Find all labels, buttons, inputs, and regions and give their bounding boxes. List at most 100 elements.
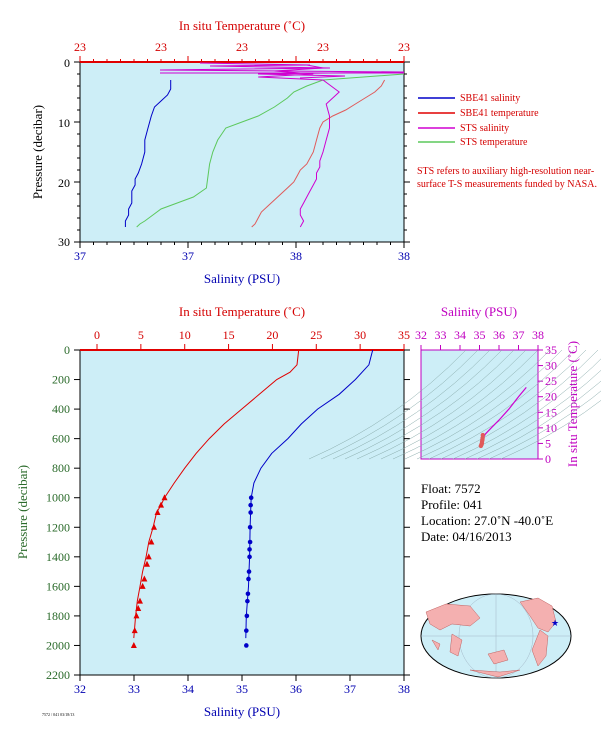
density-contour [356, 349, 515, 460]
main-plot-x-label: Salinity (PSU) [204, 704, 280, 719]
density-contour [308, 349, 467, 460]
main-x-tick: 38 [398, 682, 410, 696]
top-plot-x-tick: 37 [74, 249, 86, 263]
date: Date: 04/16/2013 [421, 529, 512, 544]
sts_temperature-line [136, 73, 405, 228]
ts-x-tick: 33 [435, 328, 447, 342]
main-x-tick: 32 [74, 682, 86, 696]
legend-sbe-temperature: SBE41 temperature [460, 108, 539, 119]
temperature-marker [158, 501, 165, 508]
density-contour [500, 400, 601, 460]
salinity-marker [248, 502, 253, 508]
temperature-marker [135, 605, 142, 612]
density-contour [416, 349, 575, 460]
main-y-tick: 600 [52, 432, 70, 446]
main-y-tick: 1600 [46, 579, 70, 593]
density-contour [332, 349, 491, 460]
legend-sts-temperature: STS temperature [460, 137, 528, 148]
main-x-tick: 34 [182, 682, 194, 696]
density-contour [440, 349, 599, 460]
main-x-tick: 35 [236, 682, 248, 696]
ts-top-axis-label: Salinity (PSU) [441, 304, 517, 319]
salinity-marker [247, 554, 252, 560]
salinity-marker [246, 576, 251, 582]
ts-y-tick: 5 [545, 436, 551, 450]
top-plot-top-tick: 23 [155, 40, 167, 54]
density-contour [476, 380, 601, 460]
sts_salinity-line [258, 64, 340, 228]
top-plot-y-label: Pressure (decibar) [30, 105, 45, 199]
temperature-marker [161, 494, 168, 501]
float-info: Float: 7572 Profile: 041 Location: 27.0˚… [421, 481, 553, 545]
salinity-marker [245, 598, 250, 604]
density-contour [488, 390, 601, 460]
top-plot-x-label: Salinity (PSU) [204, 271, 280, 286]
top-plot-x-ticks: 37 37 38 38 [74, 249, 410, 263]
main-top-tick: 25 [310, 328, 322, 342]
top-plot-series [124, 64, 405, 228]
main-y-tick: 2200 [46, 668, 70, 682]
sts-salinity-surface-spikes [159, 62, 405, 79]
location: Location: 27.0˚N -40.0˚E [421, 513, 554, 528]
main-top-tick: 35 [398, 328, 410, 342]
sbe_salinity-line [124, 80, 172, 227]
density-contour [452, 358, 601, 460]
top-plot-x-tick: 37 [182, 249, 194, 263]
sts-salinity-spikes [159, 62, 405, 79]
ts-x-tick: 35 [474, 328, 486, 342]
density-contour [320, 349, 479, 460]
legend-sbe-salinity: SBE41 salinity [460, 93, 520, 104]
main-plot-x-ticks: 32 33 34 35 36 37 38 [74, 675, 410, 696]
main-top-tick: 0 [94, 328, 100, 342]
salinity-marker [247, 524, 253, 530]
main-y-tick: 1200 [46, 520, 70, 534]
top-plot-top-tick: 23 [74, 40, 86, 54]
top-plot-y-tick: 30 [58, 235, 70, 249]
main-y-tick: 200 [52, 373, 70, 387]
main-top-tick: 15 [223, 328, 235, 342]
salinity-marker [244, 643, 249, 648]
profile-number: Profile: 041 [421, 497, 483, 512]
ts-x-tick: 32 [415, 328, 427, 342]
main-top-tick: 30 [354, 328, 366, 342]
sts_salinity_profile-line [251, 79, 386, 228]
full-profile-panel: In situ Temperature (˚C) 0 5 10 15 20 25 30 35 … [15, 304, 410, 719]
ts-x-tick: 34 [454, 328, 466, 342]
density-contours [308, 349, 601, 460]
legend: SBE41 salinity SBE41 temperature STS sal… [418, 93, 539, 148]
top-plot-top-tick: 23 [398, 40, 410, 54]
top-plot-x-tick: 38 [398, 249, 410, 263]
map-continents [425, 597, 557, 678]
salinity-marker [246, 569, 252, 574]
main-plot-y-label: Pressure (decibar) [15, 465, 30, 559]
salinity-marker [244, 613, 250, 619]
density-contour [464, 370, 601, 460]
main-plot-series [130, 349, 374, 648]
ts-x-ticks: 32 33 34 35 36 37 38 [415, 328, 544, 350]
sts-note: STS refers to auxiliary high-resolution … [417, 166, 597, 190]
ts-y-tick: 25 [545, 374, 557, 388]
top-plot-y-tick: 10 [58, 116, 70, 130]
top-plot-top-ticks: 23 23 23 23 23 [74, 40, 410, 54]
footer: 7572 / 041 03/18/13 [42, 712, 75, 717]
main-y-tick: 400 [52, 402, 70, 416]
ts-y-tick: 10 [545, 421, 557, 435]
temperature-marker [145, 553, 152, 560]
ts-y-tick: 35 [545, 343, 557, 357]
top-plot-y-tick: 0 [64, 56, 70, 70]
salinity-marker [245, 591, 251, 597]
salinity-marker [247, 539, 253, 545]
main-plot-y-ticks: 0 200 400 600 800 1000 1200 1400 1600 1800 2000 220… [46, 343, 410, 682]
density-contour [380, 349, 539, 460]
temperature-marker [143, 560, 150, 567]
salinity-marker [248, 510, 253, 515]
ts-x-tick: 36 [493, 328, 505, 342]
world-map: ★ [420, 593, 572, 679]
main-y-tick: 1400 [46, 550, 70, 564]
main-plot-top-axis-label: In situ Temperature (˚C) [179, 304, 305, 319]
main-y-tick: 1000 [46, 491, 70, 505]
ts-series [478, 387, 527, 449]
legend-sts-salinity: STS salinity [460, 123, 509, 134]
density-contour [368, 349, 527, 460]
